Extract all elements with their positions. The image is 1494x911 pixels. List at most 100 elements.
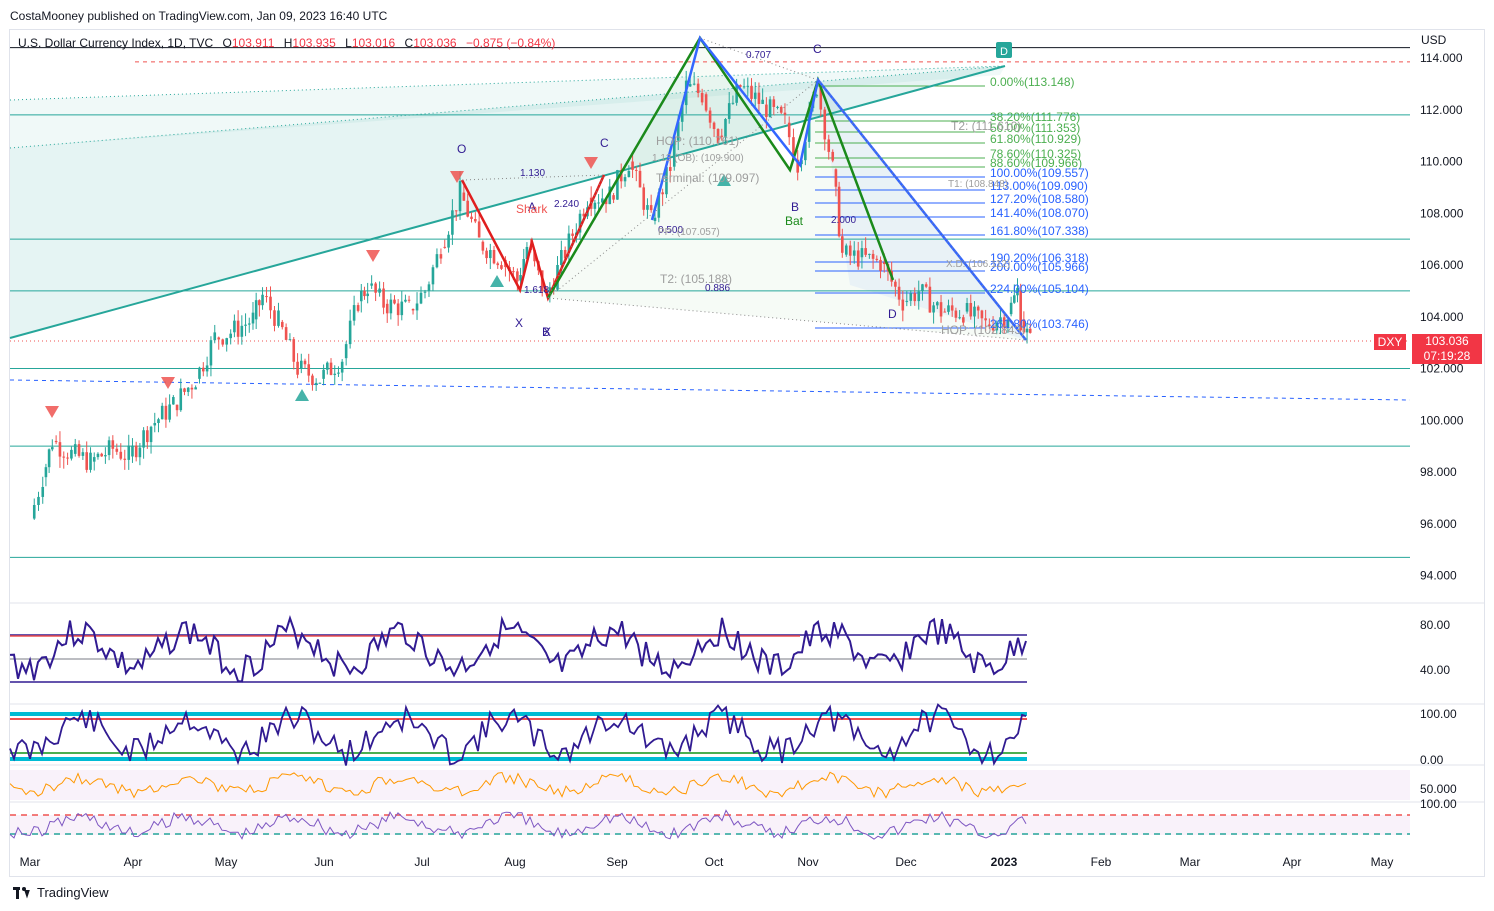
candle-body (965, 303, 969, 312)
candle-body (329, 362, 333, 375)
pattern-label-shark: Shark (516, 202, 548, 216)
candle-body (988, 324, 991, 327)
footer-brand[interactable]: TradingView (13, 885, 109, 900)
candle-body (712, 122, 716, 130)
candle-body (73, 444, 77, 454)
candle-body (783, 112, 787, 115)
pattern-note-r2: 2.240 (554, 199, 579, 210)
candle-body (447, 234, 450, 248)
candle-body (179, 388, 183, 411)
candle-body (768, 99, 772, 118)
candle-body (470, 216, 473, 220)
candle-body (311, 375, 314, 386)
candle-body (458, 181, 462, 212)
candle-body (183, 388, 186, 392)
candle-body (123, 458, 127, 460)
candle-body (236, 320, 240, 337)
candle-body (225, 338, 229, 345)
fib-level-label: 100.00%(109.557) (990, 166, 1089, 180)
candle-body (288, 339, 292, 341)
candle-body (201, 367, 205, 372)
candle-body (834, 169, 838, 187)
candle-body (708, 110, 712, 123)
candle-body (623, 177, 627, 182)
candle-body (646, 205, 649, 210)
candle-body (571, 233, 574, 236)
open-value: 103.911 (231, 36, 275, 50)
fib-level-label: 224.00%(105.104) (990, 282, 1089, 296)
price-tick-label: 112.000 (1420, 103, 1463, 117)
candle-body (525, 246, 529, 260)
symbol-legend[interactable]: U.S. Dollar Currency Index, 1D, TVC O103… (18, 36, 555, 50)
candle-body (138, 447, 142, 458)
candle-body (488, 250, 492, 259)
pattern-note-hop2: HOP: (102.843) (941, 323, 1025, 337)
candle-body (950, 305, 954, 311)
candle-body (578, 213, 582, 233)
price-tick-label: 96.000 (1420, 517, 1457, 531)
candle-body (149, 426, 153, 443)
rsi-line (9, 614, 1027, 683)
open-key: O (222, 36, 232, 50)
candle-body (348, 320, 352, 345)
candle-body (296, 361, 299, 375)
candle-body (66, 457, 69, 459)
candle-body (804, 141, 807, 161)
time-tick-label: Apr (124, 855, 143, 869)
fib-level-label: 113.00%(109.090) (990, 179, 1088, 193)
candle-body (280, 321, 284, 328)
pattern-note-ob: 1.13 (OB): (109.900) (652, 153, 744, 164)
candle-body (451, 210, 454, 235)
candle-body (991, 326, 995, 331)
candle-body (787, 122, 791, 138)
candle-body (995, 322, 999, 331)
candle-body (844, 245, 848, 255)
pattern-label-a1: A (528, 200, 536, 214)
time-tick-label: Jul (414, 855, 429, 869)
candle-body (435, 254, 439, 268)
close-value: 103.036 (413, 36, 457, 50)
price-tick-label: 108.000 (1420, 206, 1464, 220)
candle-body (233, 320, 236, 333)
last-price-value: 103.036 (1425, 334, 1469, 348)
candle-body (765, 104, 768, 118)
sell-signal-icon (366, 250, 380, 262)
pattern-label-x2: X (543, 325, 551, 339)
candle-body (860, 248, 864, 258)
candle-body (761, 99, 764, 104)
candle-body (326, 362, 329, 370)
candle-body (909, 293, 913, 301)
candle-body (175, 404, 179, 411)
candle-body (871, 253, 875, 259)
candle-body (917, 291, 921, 302)
candle-body (901, 299, 905, 311)
candle-body (897, 286, 901, 300)
candle-body (815, 95, 819, 97)
candle-body (932, 305, 935, 313)
candle-body (292, 339, 296, 362)
candle-body (240, 325, 244, 337)
candle-body (676, 121, 680, 141)
candle-body (943, 311, 947, 313)
candle-body (393, 299, 396, 304)
stoch-tick-label: 0.00 (1420, 753, 1444, 767)
candle-body (533, 250, 536, 262)
fib-level-label: 261.80%(103.746) (990, 317, 1089, 331)
candle-body (244, 324, 247, 326)
candle-body (142, 430, 145, 448)
candle-body (924, 284, 928, 287)
candle-body (657, 192, 661, 218)
candle-body (92, 457, 96, 462)
fib-level-label: 161.80%(107.338) (990, 224, 1089, 238)
candle-body (1002, 317, 1006, 328)
candle-body (374, 283, 377, 293)
candle-body (746, 85, 750, 87)
stoch-bottom-band (10, 757, 1027, 761)
candle-body (221, 339, 225, 345)
candle-body (85, 452, 89, 470)
candle-body (939, 302, 943, 317)
candle-body (172, 397, 175, 405)
pattern-note-xd: X.D: (106.112) (946, 259, 1010, 270)
candle-body (340, 361, 344, 373)
